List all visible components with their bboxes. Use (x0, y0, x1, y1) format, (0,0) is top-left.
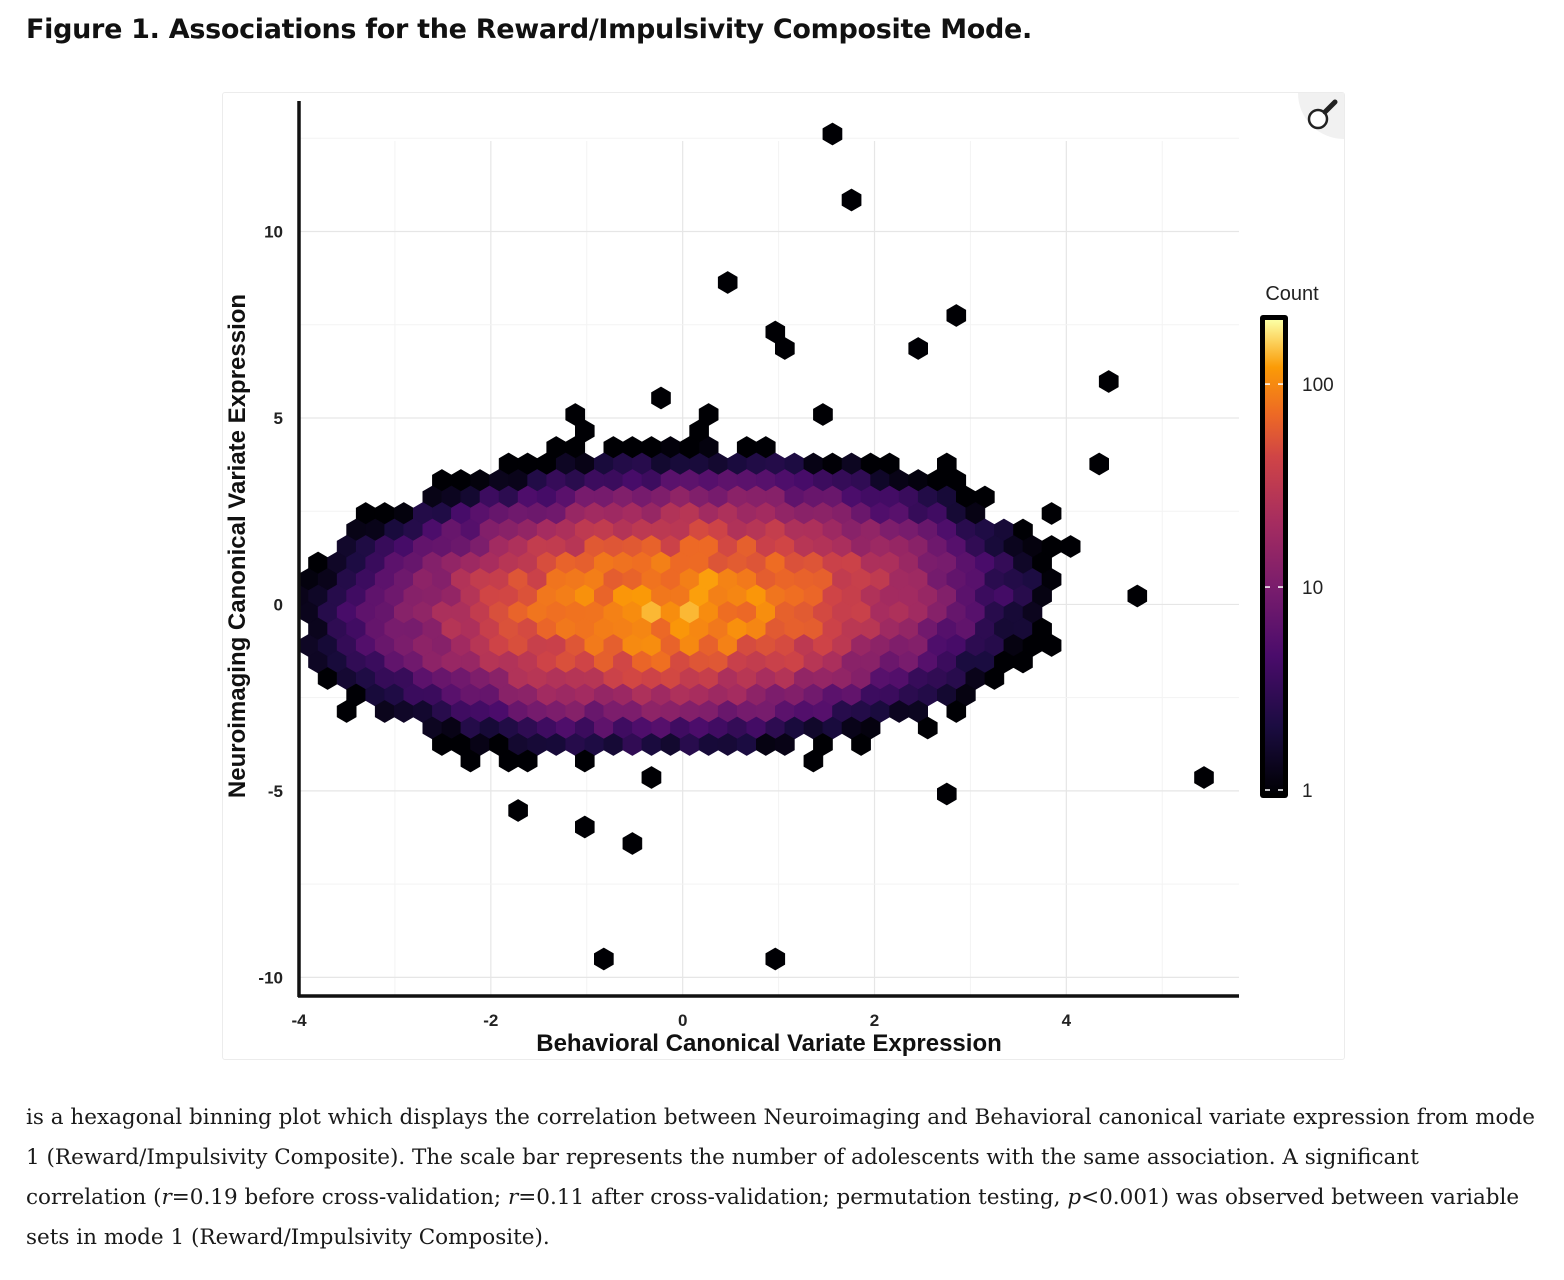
hexbin-outlier (936, 782, 957, 806)
hexbin-cell (1013, 650, 1033, 674)
hexbin-cell (1060, 535, 1081, 558)
hexbin-outlier (1089, 452, 1110, 476)
y-axis-label: Neuroimaging Canonical Variate Expressio… (224, 294, 251, 798)
hexbin-cell (774, 733, 795, 756)
caption-text-4: <0.001) was observed between variable se… (26, 1185, 1520, 1250)
caption-text-3: =0.11 after cross-validation; permutatio… (518, 1185, 1068, 1210)
hexbin-cell (574, 749, 595, 773)
x-tick-label: 0 (678, 1011, 687, 1030)
figure-panel[interactable]: -4 -2 0 2 4 -10 -5 0 5 10 Count 1 10 100 Behavioral … (222, 92, 1345, 1060)
magnifier-icon (1307, 99, 1338, 130)
x-tick-label: 2 (870, 1011, 879, 1030)
y-tick-label: 10 (264, 223, 283, 242)
hexbin-outlier (946, 304, 967, 327)
hexbin-outlier (908, 337, 929, 360)
hexbin-outlier (1127, 584, 1148, 608)
hexbin-outlier (765, 947, 786, 971)
y-tick-label: -10 (258, 968, 283, 987)
hexbin-cell (1041, 502, 1062, 525)
hexbin-outlier (1194, 766, 1214, 789)
hexbin-outlier (936, 452, 957, 476)
hexbin-outlier (574, 419, 595, 443)
caption-text-2: =0.19 before cross-validation; (171, 1185, 509, 1210)
hexbin-outlier (622, 832, 643, 855)
y-tick-label: 5 (274, 409, 283, 428)
x-tick-label: -4 (291, 1011, 307, 1030)
hexbin-outlier (574, 815, 595, 839)
hexbin-chart: -4 -2 0 2 4 -10 -5 0 5 10 Count 1 10 100 Behavioral … (224, 101, 1334, 1057)
y-tick-label: 0 (274, 595, 283, 614)
caption-p-symbol: p (1067, 1185, 1082, 1210)
caption-r-symbol: r (161, 1185, 172, 1210)
legend-tick-label: 100 (1302, 375, 1334, 396)
legend-tick-label: 1 (1302, 781, 1313, 802)
x-tick-label: -2 (483, 1011, 498, 1030)
caption-text-1: is a hexagonal binning plot which displa… (26, 1105, 1535, 1210)
hexbin-cell (917, 716, 938, 740)
hexbin-cell (984, 667, 1005, 690)
hexbin-outlier (774, 337, 795, 360)
hexbin-outlier (517, 749, 538, 773)
y-tick-label: -5 (268, 782, 283, 801)
hexbin-outlier (508, 799, 528, 822)
legend-colorbar (1265, 320, 1283, 793)
hexbin-outlier (851, 733, 871, 756)
hexbin-cell (336, 700, 357, 723)
hexbin-outlier (641, 766, 662, 789)
caption-r-symbol: r (508, 1185, 519, 1210)
figure-caption: is a hexagonal binning plot which displa… (26, 1098, 1538, 1258)
hexbin-outlier (813, 403, 833, 426)
zoom-button[interactable] (1298, 93, 1344, 139)
hexbin-outlier (822, 122, 843, 146)
hexbin-outlier (717, 271, 738, 294)
figure-title: Figure 1. Associations for the Reward/Im… (26, 14, 1033, 45)
hexbin-cell (460, 749, 481, 773)
x-tick-label: 4 (1062, 1011, 1072, 1030)
legend-title: Count (1265, 283, 1319, 305)
hexbin-outlier (651, 386, 671, 410)
x-axis-label: Behavioral Canonical Variate Expression (536, 1030, 1002, 1057)
legend-tick-label: 10 (1302, 578, 1323, 599)
hexbin-outlier (679, 436, 700, 459)
hexbin-outlier (1098, 370, 1119, 393)
hexbin-cell (1041, 634, 1062, 657)
hexbin-outlier (593, 947, 614, 971)
hexbin-cell (946, 700, 967, 723)
hexbin-outlier (803, 749, 824, 773)
hexbin-outlier (841, 188, 862, 212)
